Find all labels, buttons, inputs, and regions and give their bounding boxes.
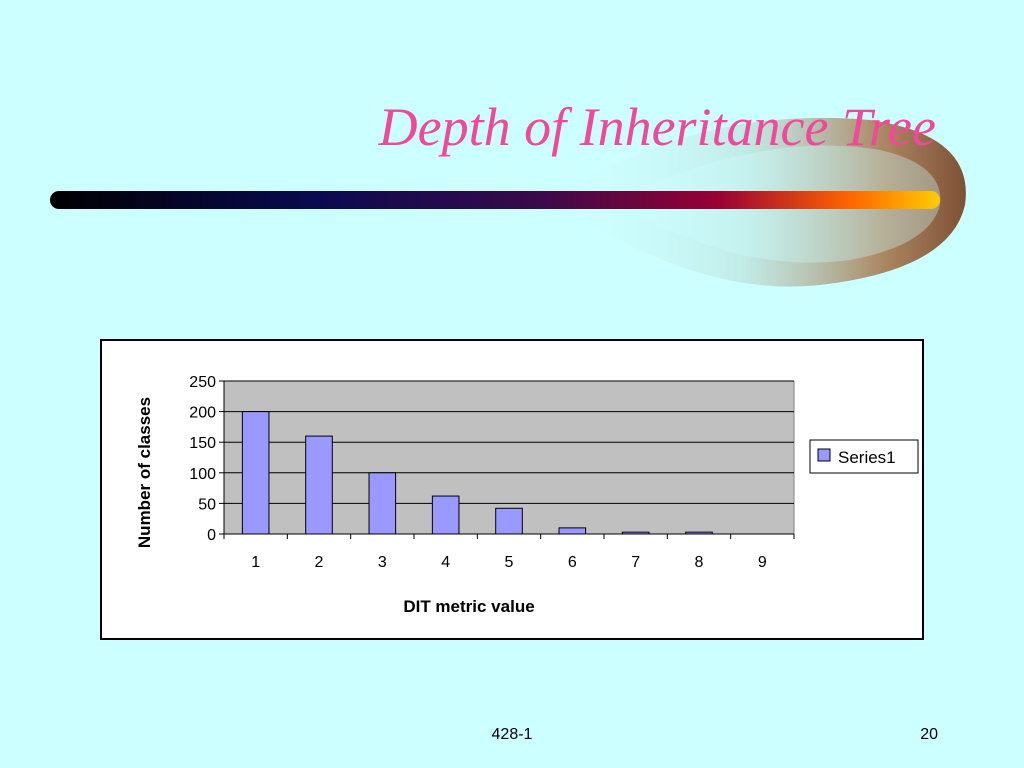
bar <box>241 411 270 535</box>
x-tick-label: 2 <box>315 554 324 571</box>
y-tick-label: 200 <box>189 405 216 422</box>
x-tick-label: 6 <box>568 554 577 571</box>
bar-chart: 0 50 100 150 200 250 1 2 3 4 5 6 7 8 9 DIT metric value… <box>135 374 919 616</box>
bar <box>431 495 460 535</box>
y-tick-label: 50 <box>198 496 216 513</box>
x-tick-label: 1 <box>251 554 260 571</box>
footer-course-code: 428-1 <box>491 726 533 743</box>
legend-swatch <box>817 448 831 462</box>
chart-container: 0 50 100 150 200 250 1 2 3 4 5 6 7 8 9 DIT metric value… <box>100 339 924 640</box>
x-tick-label: 3 <box>378 554 387 571</box>
bar <box>558 527 587 535</box>
bar <box>685 531 713 535</box>
bar <box>368 472 397 535</box>
x-tick-label: 7 <box>631 554 640 571</box>
x-tick-label: 5 <box>505 554 514 571</box>
x-tick-label: 4 <box>441 554 450 571</box>
bar <box>305 435 333 535</box>
legend-label: Series1 <box>838 448 896 467</box>
bar <box>621 531 650 535</box>
x-axis-title: DIT metric value <box>403 597 534 616</box>
x-tick-label: 9 <box>758 554 767 571</box>
slide-title: Depth of Inheritance Tree <box>378 97 936 157</box>
y-tick-label: 150 <box>189 435 216 452</box>
x-tick-label: 8 <box>695 554 704 571</box>
bar <box>495 507 523 535</box>
y-axis-title: Number of classes <box>135 397 154 548</box>
y-tick-label: 0 <box>207 527 216 544</box>
y-tick-label: 100 <box>189 466 216 483</box>
y-tick-label: 250 <box>189 374 216 391</box>
page-number: 20 <box>920 726 938 743</box>
